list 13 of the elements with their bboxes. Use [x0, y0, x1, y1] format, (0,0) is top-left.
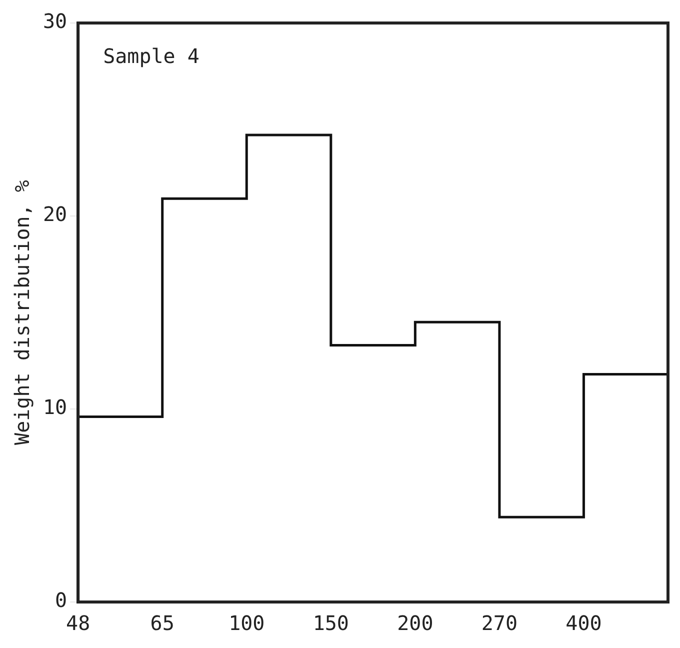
- y-tick-label: 10: [42, 395, 68, 420]
- x-tick-label: 400: [566, 611, 602, 636]
- annotation: Sample 4: [103, 44, 200, 68]
- x-tick-label: 270: [481, 611, 518, 636]
- y-tick-label: 20: [42, 202, 68, 226]
- x-tick-label: 48: [66, 611, 90, 636]
- x-tick-label: 150: [312, 611, 349, 636]
- y-tick-label: 0: [55, 588, 68, 612]
- x-tick-label: 200: [397, 611, 434, 636]
- y-axis-title: Weight distribution, %: [10, 180, 34, 445]
- x-tick-label: 65: [150, 611, 174, 636]
- y-tick-label: 30: [42, 9, 68, 34]
- x-tick-label: 100: [228, 611, 265, 636]
